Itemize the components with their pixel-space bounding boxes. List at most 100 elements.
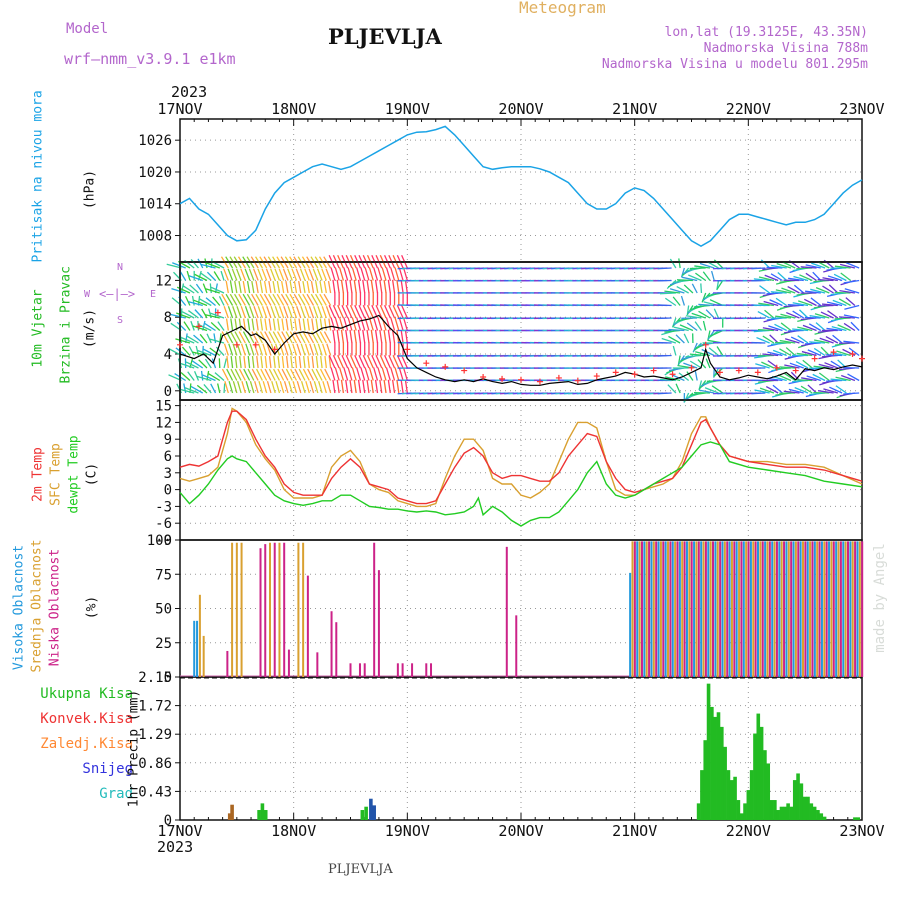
y-tick-wind-3: 12	[155, 273, 172, 289]
precip-legend-frozen: Zaledj.Kisa	[40, 736, 133, 752]
footer-station: PLJEVLJA	[328, 862, 393, 877]
precip-bar	[746, 790, 751, 820]
gust-marker	[849, 351, 856, 357]
cloud-bar-overcast	[766, 541, 769, 677]
x-tick-bottom-4: 21NOV	[612, 822, 657, 840]
precip-bar	[753, 733, 757, 820]
cloud-bar-overcast	[768, 541, 771, 677]
cloud-bar-overcast	[854, 541, 857, 677]
cloud-bar-overcast	[823, 541, 826, 677]
cloud-bar-overcast	[780, 541, 783, 677]
y-tick-pressure-0: 1008	[138, 229, 172, 245]
cloud-bar	[278, 542, 281, 677]
precip-bar	[856, 817, 861, 820]
cloud-bar	[273, 542, 276, 677]
cloud-bar	[505, 546, 508, 677]
cloud-bar-overcast	[844, 541, 847, 677]
cloud-bar-overcast	[633, 541, 636, 677]
dewpt-line	[179, 441, 863, 527]
cloud-bar-overcast	[693, 541, 696, 677]
cloud-bar-overcast	[676, 541, 679, 677]
wind-frame-overlay	[179, 261, 863, 401]
precip-bar	[816, 810, 820, 820]
compass-n: N	[117, 262, 124, 273]
y-tick-temperature-3: 0	[164, 483, 172, 499]
pressure-line	[179, 125, 863, 247]
compass-e: E	[150, 289, 157, 300]
cloud-bar	[196, 620, 199, 677]
precip-bar	[796, 773, 800, 820]
gust-marker	[177, 341, 183, 348]
x-tick-bottom-6: 23NOV	[839, 822, 884, 840]
precip-bar	[710, 706, 714, 820]
cloud-bar-overcast	[794, 541, 797, 677]
gust-marker	[536, 378, 543, 385]
cloud-bar	[515, 615, 518, 677]
gust-marker	[811, 355, 818, 362]
precip-bar	[786, 803, 790, 820]
x-tick-bottom-1: 18NOV	[271, 822, 316, 840]
gust-marker	[650, 367, 657, 374]
cloud-bar-overcast	[778, 541, 781, 677]
precip-legend-snow: Snijeg	[82, 761, 133, 777]
cloud-bar-overcast	[816, 541, 819, 677]
cloud-bar-overcast	[742, 541, 745, 677]
precip-bar	[773, 800, 777, 820]
cloud-bar-overcast	[650, 541, 653, 677]
cloud-bar-overcast	[723, 541, 726, 677]
precip-bar	[783, 806, 787, 820]
gust-marker	[574, 377, 581, 384]
precip-bar	[776, 810, 780, 820]
gust-marker	[518, 376, 524, 383]
precip-bar	[799, 783, 804, 820]
cloud-bar-overcast	[702, 541, 705, 677]
cloud-bar-overcast	[861, 541, 864, 677]
cloud-bar-overcast	[849, 541, 852, 677]
gust-marker	[442, 363, 449, 370]
cloud-bar-overcast	[790, 541, 793, 677]
precip-bar	[739, 813, 744, 820]
cloud-bar-overcast	[775, 541, 778, 677]
gust-marker	[754, 369, 761, 376]
cloud-bar-overcast	[761, 541, 764, 677]
cloud-bar-overcast	[726, 541, 729, 677]
x-tick-bottom-0: 17NOV	[157, 822, 202, 840]
cloud-bar-overcast	[797, 541, 800, 677]
precip-bar	[230, 804, 234, 820]
y-tick-wind-1: 4	[164, 347, 172, 363]
x-tick-bottom-3: 20NOV	[498, 822, 543, 840]
y-tick-temperature-4: 3	[164, 466, 172, 482]
cloud-bar-overcast	[837, 541, 840, 677]
gust-marker	[252, 341, 259, 348]
y-tick-precip-4: 1.72	[138, 699, 172, 715]
cloud-bar-overcast	[695, 541, 698, 677]
sfc-temp-line	[179, 407, 863, 508]
precip-bar	[812, 806, 817, 820]
cloud-bar-overcast	[839, 541, 842, 677]
x-tick-bottom-5: 22NOV	[726, 822, 771, 840]
precip-bar	[723, 746, 727, 820]
cloud-bar-overcast	[648, 541, 651, 677]
cloud-bar-overcast	[773, 541, 776, 677]
cloud-bar	[330, 611, 333, 677]
precip-bar	[822, 816, 827, 820]
y-tick-pressure-2: 1020	[138, 165, 172, 181]
gust-marker	[555, 374, 562, 381]
model-name: wrf–nmm_v3.9.1 e1km	[64, 50, 236, 68]
cloud-bar-overcast	[678, 541, 681, 677]
precip-bar	[819, 813, 824, 820]
cloud-bar	[264, 544, 267, 677]
cloud-bar-overcast	[733, 541, 736, 677]
cloud-bar	[430, 663, 433, 677]
gust-marker	[480, 374, 487, 380]
cloud-bar-overcast	[858, 541, 861, 677]
precip-bar	[713, 716, 717, 820]
precip-bar	[369, 798, 373, 820]
precip-bar	[364, 806, 368, 820]
gust-marker	[702, 341, 709, 348]
cloud-bar-overcast	[856, 541, 859, 677]
y-tick-temperature-1: -6	[155, 516, 172, 532]
cloud-bar-overcast	[757, 541, 760, 677]
cloud-bar-overcast	[754, 541, 757, 677]
y-tick-wind-0: 0	[164, 384, 172, 400]
